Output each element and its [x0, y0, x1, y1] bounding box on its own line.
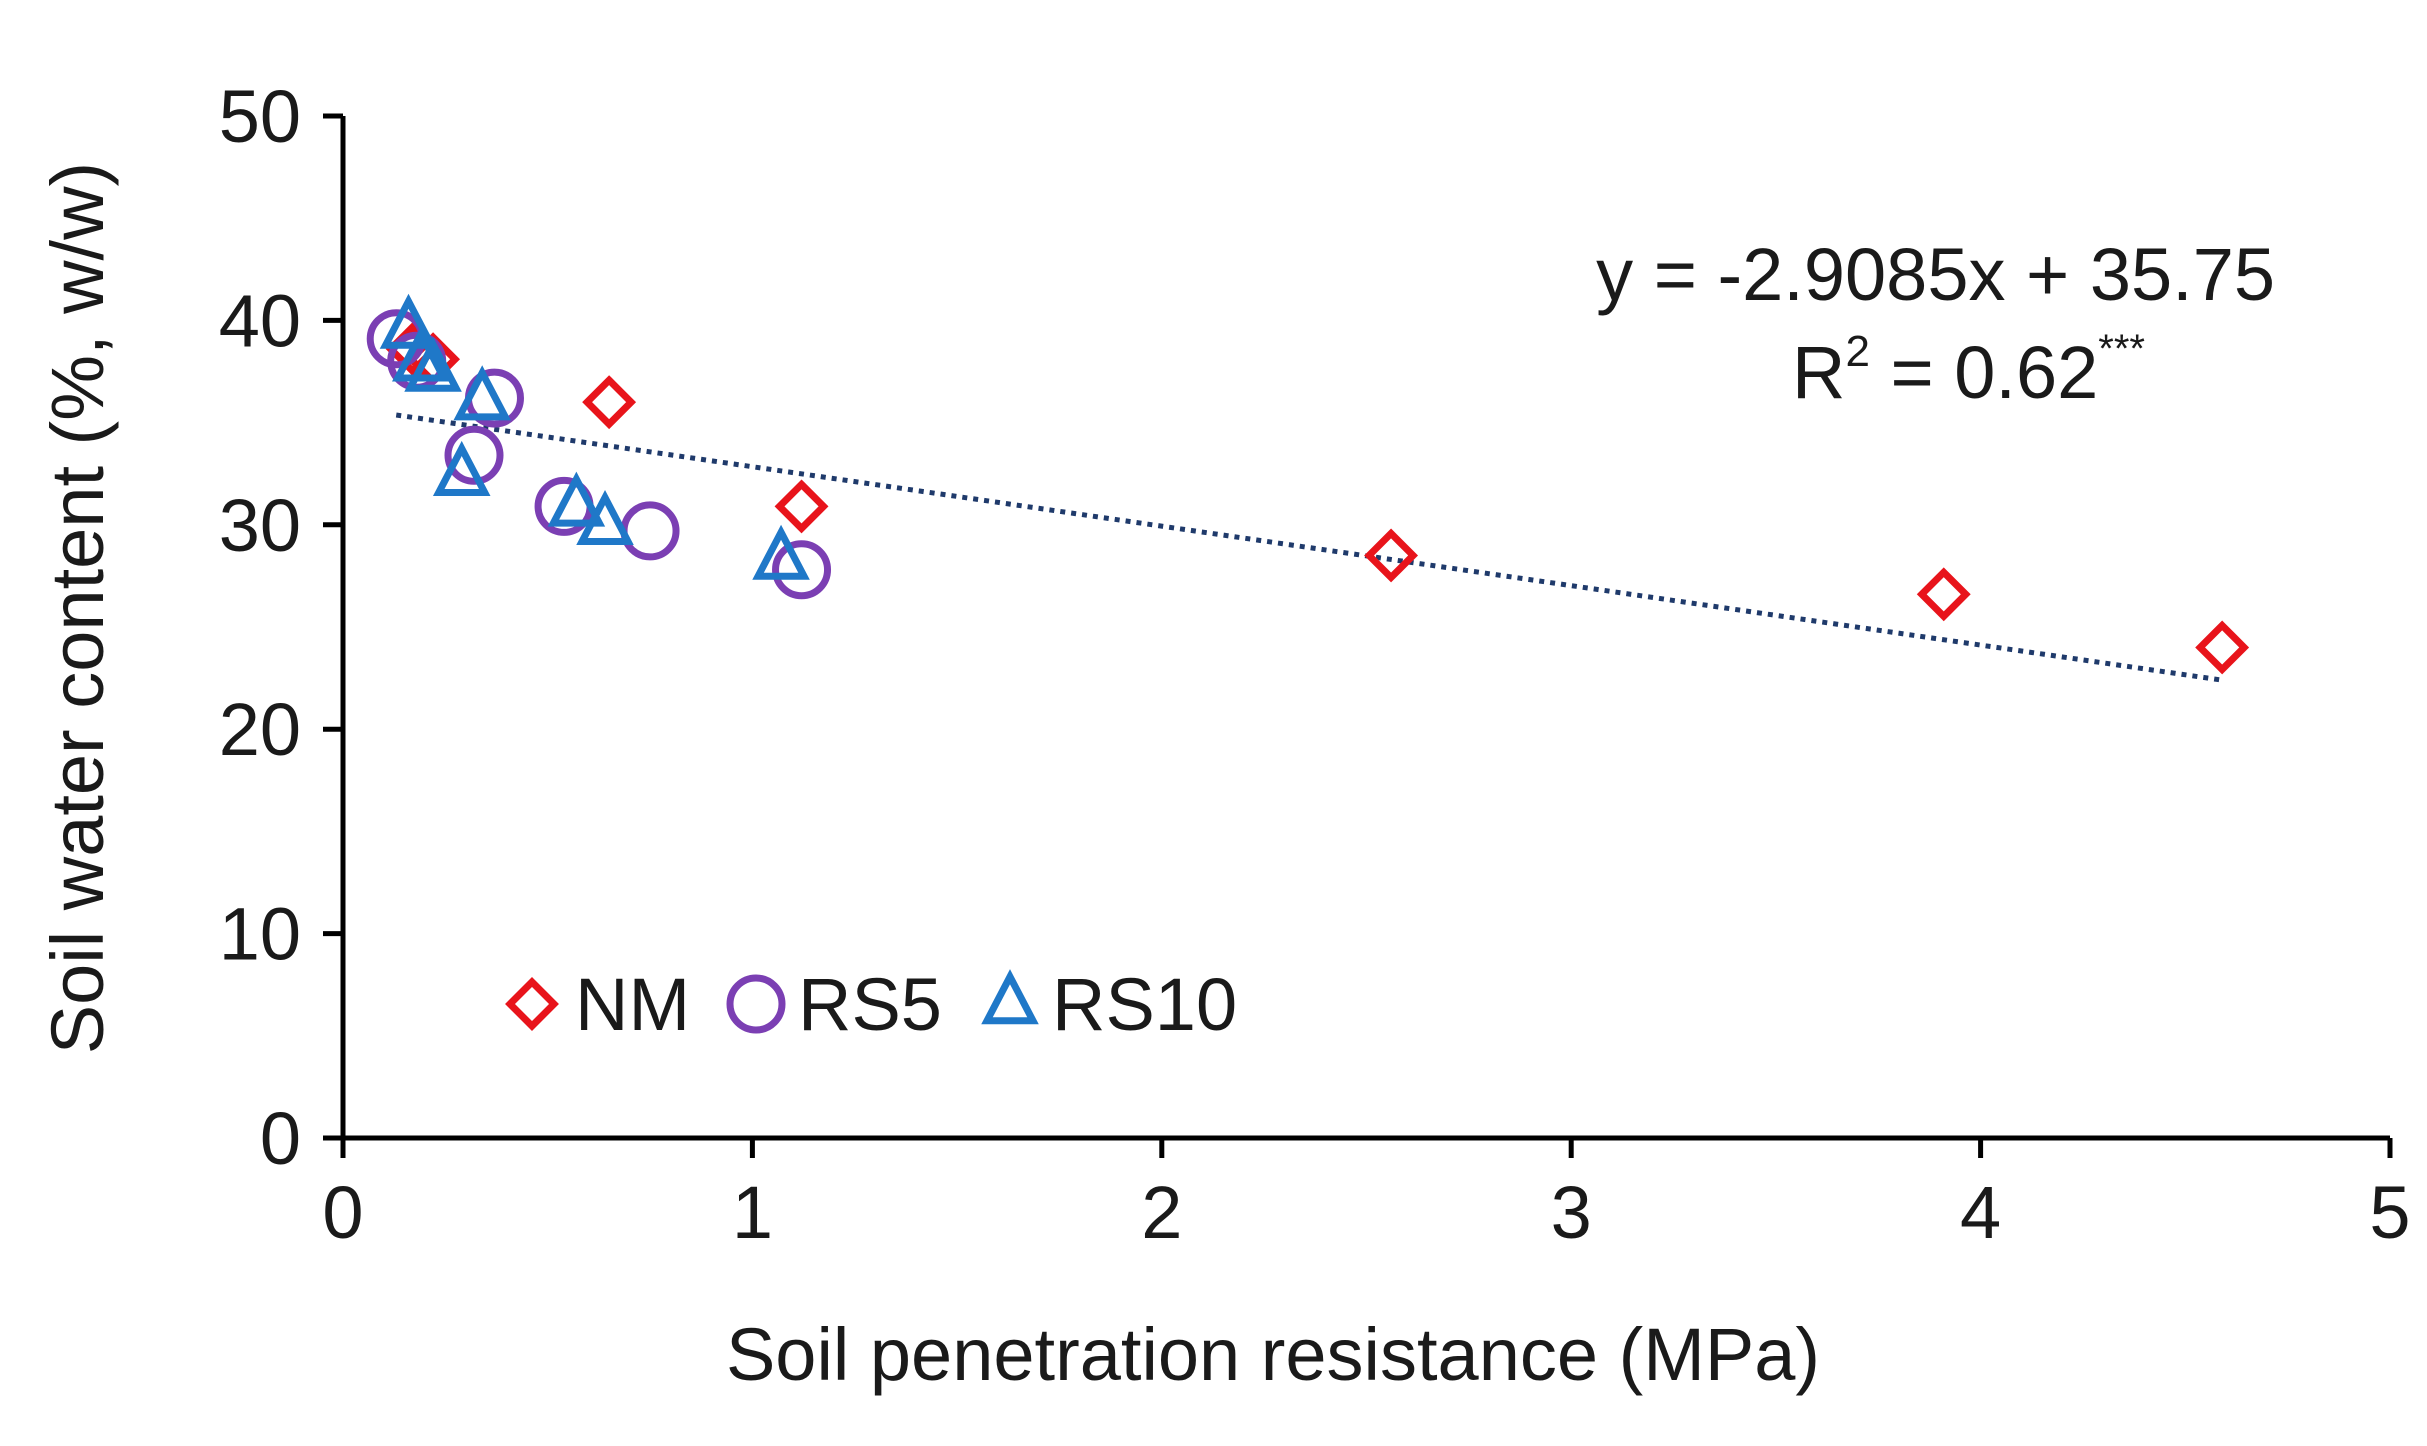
legend-label-nm: NM — [575, 963, 690, 1046]
legend-label-rs10: RS10 — [1052, 963, 1237, 1046]
y-tick-label: 10 — [219, 893, 301, 976]
x-tick-label: 2 — [1141, 1171, 1182, 1254]
data-point-rs10 — [752, 524, 810, 580]
legend-marker-rs10 — [981, 969, 1039, 1025]
r-squared-superscript: 2 — [1845, 327, 1869, 376]
r-squared-significance: *** — [2098, 327, 2145, 371]
y-tick-label: 0 — [260, 1097, 301, 1180]
y-tick-label: 30 — [219, 484, 301, 567]
x-axis-label: Soil penetration resistance (MPa) — [726, 1313, 1820, 1396]
y-tick-label: 20 — [219, 688, 301, 771]
y-tick-label: 50 — [219, 75, 301, 158]
data-points — [366, 293, 2250, 675]
x-tick-label: 5 — [2369, 1171, 2410, 1254]
data-point-nm — [1916, 567, 1971, 622]
y-tick-label: 40 — [219, 279, 301, 362]
data-point-nm — [2195, 620, 2250, 675]
data-point-rs5 — [772, 540, 832, 600]
data-point-rs5 — [444, 425, 504, 485]
data-point-rs10 — [379, 293, 438, 349]
data-point-nm — [1364, 528, 1419, 583]
x-tick-label: 4 — [1960, 1171, 2001, 1254]
x-tick-label: 3 — [1551, 1171, 1592, 1254]
data-point-rs5 — [620, 501, 680, 561]
x-tick-label: 1 — [732, 1171, 773, 1254]
legend-marker-nm — [505, 977, 559, 1031]
data-point-rs10 — [547, 471, 606, 527]
x-tick-label: 0 — [322, 1171, 363, 1254]
data-point-nm — [582, 375, 637, 430]
data-point-rs10 — [453, 365, 511, 421]
r-squared-value: = 0.62 — [1870, 331, 2098, 414]
data-point-nm — [774, 479, 829, 534]
r-squared-prefix: R — [1792, 331, 1845, 414]
y-axis-label: Soil water content (%, w/w) — [36, 162, 119, 1054]
data-point-rs10 — [576, 489, 634, 546]
legend-marker-rs5 — [726, 974, 786, 1034]
r-squared-label: R2 = 0.62*** — [1792, 327, 2145, 414]
regression-equation: y = -2.9085x + 35.75 — [1596, 233, 2275, 316]
legend-label-rs5: RS5 — [798, 963, 942, 1046]
data-point-rs10 — [392, 326, 450, 382]
data-point-rs10 — [404, 336, 462, 392]
legend: NM RS5 RS10 — [505, 963, 1237, 1046]
data-point-rs10 — [432, 440, 491, 496]
